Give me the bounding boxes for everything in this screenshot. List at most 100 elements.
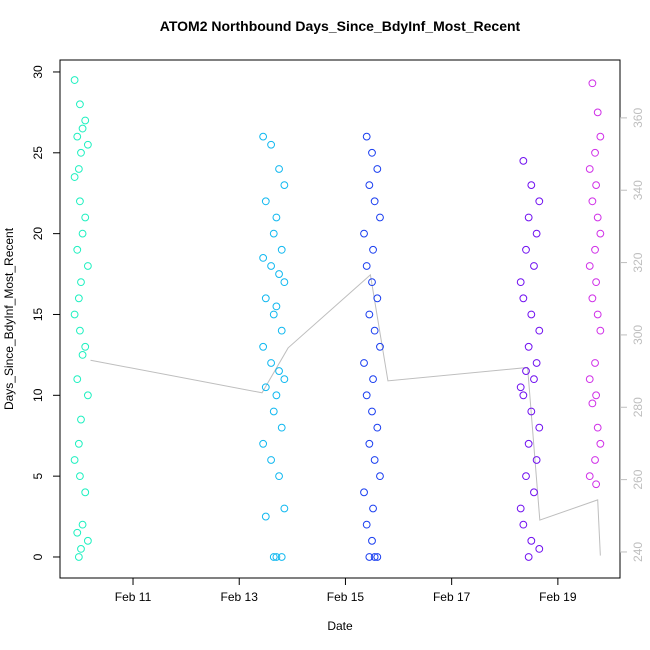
point <box>593 213 602 222</box>
point <box>74 294 83 303</box>
point <box>365 181 374 190</box>
point <box>522 245 530 254</box>
point <box>369 504 377 513</box>
point <box>373 553 382 561</box>
point <box>269 310 278 319</box>
point <box>368 536 376 545</box>
y2-tick-label: 320 <box>631 252 645 272</box>
point <box>272 302 281 311</box>
y2-tick-label: 280 <box>631 397 645 417</box>
point <box>267 456 275 464</box>
point <box>74 553 83 561</box>
point <box>591 148 599 157</box>
point <box>588 399 597 408</box>
point <box>591 359 599 367</box>
y-tick-label: 5 <box>31 472 45 479</box>
point <box>376 342 384 351</box>
y2-tick-label: 300 <box>631 325 645 345</box>
x-axis-label: Date <box>327 619 353 633</box>
point <box>73 528 82 537</box>
point <box>277 326 286 335</box>
point <box>516 278 525 287</box>
point <box>280 181 289 190</box>
trend-line <box>90 273 601 556</box>
point <box>524 553 533 561</box>
point <box>365 310 374 319</box>
point <box>519 391 528 400</box>
point <box>527 536 536 545</box>
point <box>261 197 270 206</box>
point <box>591 245 599 254</box>
point <box>535 544 544 553</box>
point <box>261 294 270 303</box>
point <box>519 294 528 303</box>
point <box>360 488 368 497</box>
point <box>530 262 538 270</box>
y-tick-label: 30 <box>31 65 45 79</box>
point <box>365 553 374 561</box>
point <box>524 439 533 448</box>
point <box>76 326 84 335</box>
point <box>280 504 289 513</box>
point <box>593 423 602 432</box>
point <box>70 456 79 464</box>
point <box>592 278 601 287</box>
point <box>74 165 83 173</box>
point <box>370 197 379 206</box>
point <box>535 197 544 206</box>
point <box>593 108 602 117</box>
point <box>78 229 87 238</box>
point <box>269 407 278 416</box>
point <box>588 79 597 88</box>
point <box>369 375 377 384</box>
point <box>83 262 92 270</box>
point <box>81 213 90 222</box>
point <box>360 229 368 238</box>
point <box>592 181 601 190</box>
point <box>362 132 371 141</box>
point <box>259 439 268 448</box>
y2-tick-label: 240 <box>631 542 645 562</box>
point <box>73 132 82 141</box>
point <box>78 520 87 529</box>
point <box>535 423 544 432</box>
y-tick-label: 15 <box>31 307 45 321</box>
point <box>373 165 382 173</box>
point <box>259 342 268 351</box>
point <box>275 165 283 173</box>
point <box>370 326 379 335</box>
point <box>267 140 275 149</box>
point <box>74 439 83 448</box>
point <box>370 553 379 561</box>
point <box>368 407 376 416</box>
point <box>272 213 281 222</box>
y-axis-label: Days_Since_BdyInf_Most_Recent <box>2 227 16 410</box>
point <box>532 456 541 464</box>
point <box>360 359 368 367</box>
point <box>267 262 275 270</box>
point <box>269 229 278 238</box>
point <box>516 383 525 392</box>
x-tick-label: Feb 11 <box>115 590 152 604</box>
point <box>532 229 541 238</box>
point <box>373 294 382 303</box>
point <box>77 415 85 424</box>
point <box>83 536 92 545</box>
point <box>81 116 90 125</box>
point <box>530 375 538 384</box>
point <box>592 480 601 489</box>
x-tick-label: Feb 17 <box>433 590 471 604</box>
point <box>81 488 90 497</box>
point <box>522 367 530 375</box>
point <box>77 278 85 287</box>
point <box>259 132 268 141</box>
point <box>83 391 92 400</box>
point <box>261 512 270 521</box>
point <box>519 156 528 165</box>
y2-tick-label: 260 <box>631 469 645 489</box>
point <box>70 173 79 181</box>
point <box>373 423 382 432</box>
chart-title: ATOM2 Northbound Days_Since_BdyInf_Most_… <box>160 18 521 34</box>
point <box>585 262 594 270</box>
